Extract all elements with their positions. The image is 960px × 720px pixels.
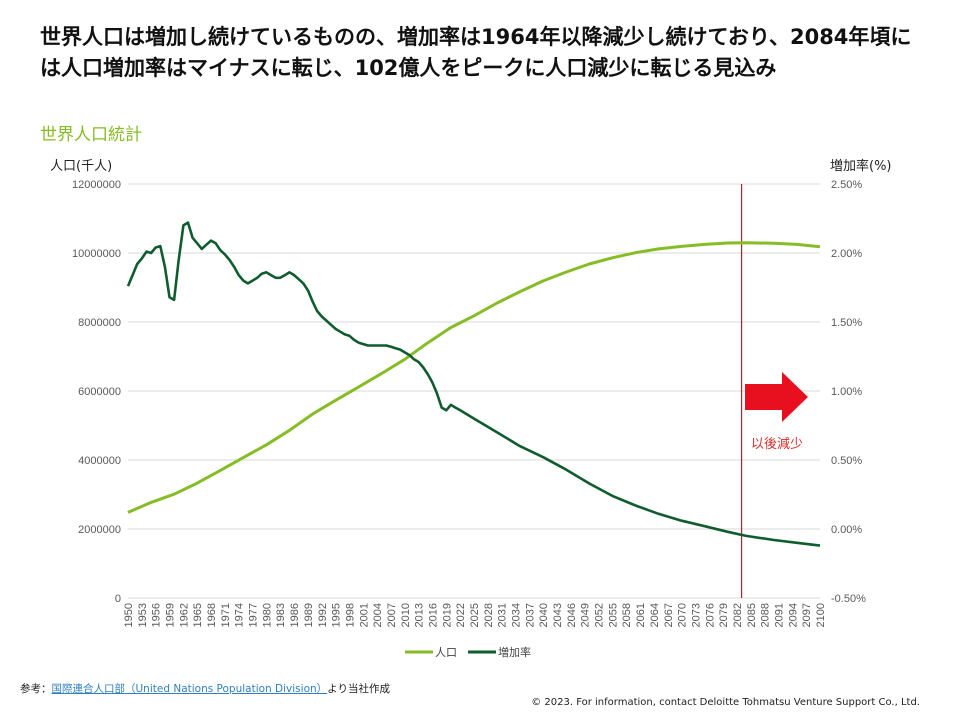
x-tick-label: 2022 (455, 603, 467, 627)
x-tick-label: 2037 (524, 603, 536, 627)
x-tick-label: 1980 (261, 603, 273, 627)
x-tick-label: 2088 (760, 603, 772, 627)
x-tick-label: 2100 (815, 603, 827, 627)
x-tick-label: 2028 (483, 603, 495, 627)
x-tick-label: 2064 (649, 603, 661, 627)
x-tick-label: 2010 (400, 603, 412, 627)
copyright: © 2023. For information, contact Deloitt… (531, 697, 920, 708)
x-tick-label: 1983 (275, 603, 287, 627)
right-axis-title: 増加率(%) (830, 158, 892, 174)
x-tick-label: 2097 (801, 603, 813, 627)
x-tick-label: 2049 (580, 603, 592, 627)
x-tick-label: 2007 (386, 603, 398, 627)
x-tick-label: 2079 (718, 603, 730, 627)
x-tick-label: 1995 (331, 603, 343, 627)
right-tick-label: 2.00% (831, 248, 862, 260)
x-tick-label: 2055 (607, 603, 619, 627)
x-tick-label: 1998 (344, 603, 356, 627)
x-tick-label: 1989 (303, 603, 315, 627)
right-tick-label: 0.00% (831, 524, 862, 536)
x-tick-label: 2085 (746, 603, 758, 627)
right-tick-label: 1.50% (831, 317, 862, 329)
legend-growth-rate-label: 増加率 (498, 645, 531, 659)
population-series-line (127, 241, 821, 514)
right-tick-label: 0.50% (831, 455, 862, 467)
legend-population-label: 人口 (435, 646, 457, 659)
x-tick-label: 1953 (137, 603, 149, 627)
x-tick-label: 2025 (469, 603, 481, 627)
left-tick-label: 0 (115, 593, 121, 605)
x-tick-label: 2058 (621, 603, 633, 627)
right-tick-label: 2.50% (831, 179, 862, 191)
left-axis-title: 人口(千人) (50, 159, 112, 174)
page-headline: 世界人口は増加し続けているものの、増加率は1964年以降減少し続けており、208… (40, 25, 912, 80)
x-tick-label: 1968 (206, 603, 218, 627)
x-tick-label: 1956 (151, 603, 163, 627)
source-note: 参考：国際連合人口部（United Nations Population Div… (20, 681, 390, 696)
x-tick-label: 1962 (178, 603, 190, 627)
source-link[interactable]: 国際連合人口部（United Nations Population Divisi… (51, 683, 328, 695)
left-tick-label: 6000000 (78, 386, 121, 398)
x-tick-label: 2013 (414, 603, 426, 627)
x-tick-label: 2076 (704, 603, 716, 627)
chart-subtitle: 世界人口統計 (40, 125, 142, 145)
x-tick-label: 2019 (441, 603, 453, 627)
x-tick-label: 2001 (358, 603, 370, 627)
x-tick-label: 1971 (220, 603, 232, 627)
population-growth-chart: 人口(千人) 増加率(%) 12000000 10000000 8000000 600… (50, 158, 892, 659)
x-tick-label: 1974 (234, 603, 246, 627)
x-tick-label: 1950 (123, 603, 135, 627)
x-axis-ticks: 1950 1953 1956 1959 1962 1965 1968 1971 1974 1977… (123, 603, 827, 627)
source-suffix: より当社作成 (327, 683, 390, 695)
x-tick-label: 2091 (773, 603, 785, 627)
x-tick-label: 2004 (372, 603, 384, 627)
x-tick-label: 2031 (497, 603, 509, 627)
x-tick-label: 1992 (317, 603, 329, 627)
x-tick-label: 2034 (511, 603, 523, 627)
x-tick-label: 2067 (663, 603, 675, 627)
x-tick-label: 2082 (732, 603, 744, 627)
x-tick-label: 1959 (165, 603, 177, 627)
chart-legend: 人口 増加率 (405, 645, 531, 659)
x-tick-label: 2052 (594, 603, 606, 627)
right-tick-label: 1.00% (831, 386, 862, 398)
gridlines (128, 183, 820, 599)
x-tick-label: 1965 (192, 603, 204, 627)
x-tick-label: 2073 (690, 603, 702, 627)
x-tick-label: 2016 (427, 603, 439, 627)
x-tick-label: 1977 (248, 603, 260, 627)
left-tick-label: 2000000 (78, 524, 121, 536)
source-prefix: 参考： (20, 683, 52, 695)
x-tick-label: 2046 (566, 603, 578, 627)
growth-rate-series-line (126, 221, 821, 547)
right-axis-ticks: 2.50% 2.00% 1.50% 1.00% 0.50% 0.00% -0.50% (831, 179, 866, 605)
x-tick-label: 2040 (538, 603, 550, 627)
left-tick-label: 12000000 (72, 179, 121, 191)
x-tick-label: 2043 (552, 603, 564, 627)
left-tick-label: 4000000 (78, 455, 121, 467)
x-tick-label: 2094 (787, 603, 799, 627)
left-tick-label: 8000000 (78, 317, 121, 329)
x-tick-label: 1986 (289, 603, 301, 627)
left-tick-label: 10000000 (72, 248, 121, 260)
x-tick-label: 2070 (677, 603, 689, 627)
x-tick-label: 2061 (635, 603, 647, 627)
right-tick-label: -0.50% (831, 593, 866, 605)
left-axis-ticks: 12000000 10000000 8000000 6000000 4000000 200… (72, 179, 121, 605)
decline-annotation: 以後減少 (751, 436, 803, 452)
right-arrow-icon (745, 372, 808, 422)
